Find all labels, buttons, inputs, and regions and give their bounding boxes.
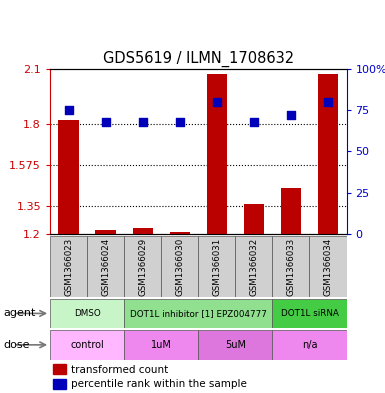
Point [288,112,294,118]
Bar [50,236,87,297]
Bar [87,236,124,297]
Text: agent: agent [4,309,36,318]
Text: transformed count: transformed count [71,365,168,375]
Text: DOT1L siRNA: DOT1L siRNA [281,309,338,318]
Bar [207,74,227,234]
Bar [318,74,338,234]
Bar [124,236,161,297]
Bar [169,232,190,234]
Bar [59,120,79,234]
Bar [50,299,124,328]
Text: GSM1366032: GSM1366032 [249,238,258,296]
Point [65,107,72,113]
Point [325,99,331,105]
Bar [161,236,198,297]
Bar [53,364,66,374]
Point [251,118,257,125]
Bar [244,204,264,234]
Bar [95,230,116,234]
Text: dose: dose [4,340,30,350]
Bar [198,236,235,297]
Bar [273,299,346,328]
Bar [198,330,273,360]
Bar [124,299,273,328]
Bar [310,236,346,297]
Bar [273,236,310,297]
Bar [273,330,346,360]
Bar [50,330,124,360]
Text: DMSO: DMSO [74,309,100,318]
Bar [235,236,273,297]
Text: n/a: n/a [302,340,317,350]
Text: GSM1366034: GSM1366034 [323,238,333,296]
Text: GSM1366023: GSM1366023 [64,238,73,296]
Bar [281,188,301,234]
Text: GSM1366030: GSM1366030 [175,238,184,296]
Point [140,118,146,125]
Text: 5uM: 5uM [225,340,246,350]
Text: GSM1366024: GSM1366024 [101,238,110,296]
Text: GSM1366033: GSM1366033 [286,238,295,296]
Text: DOT1L inhibitor [1] EPZ004777: DOT1L inhibitor [1] EPZ004777 [130,309,267,318]
Text: 1uM: 1uM [151,340,172,350]
Text: GSM1366029: GSM1366029 [138,238,147,296]
Bar [132,228,153,234]
Text: GSM1366031: GSM1366031 [212,238,221,296]
Point [177,118,183,125]
Text: control: control [70,340,104,350]
Text: percentile rank within the sample: percentile rank within the sample [71,379,247,389]
Bar [124,330,198,360]
Point [102,118,109,125]
Point [214,99,220,105]
Title: GDS5619 / ILMN_1708632: GDS5619 / ILMN_1708632 [103,51,294,68]
Bar [53,379,66,389]
